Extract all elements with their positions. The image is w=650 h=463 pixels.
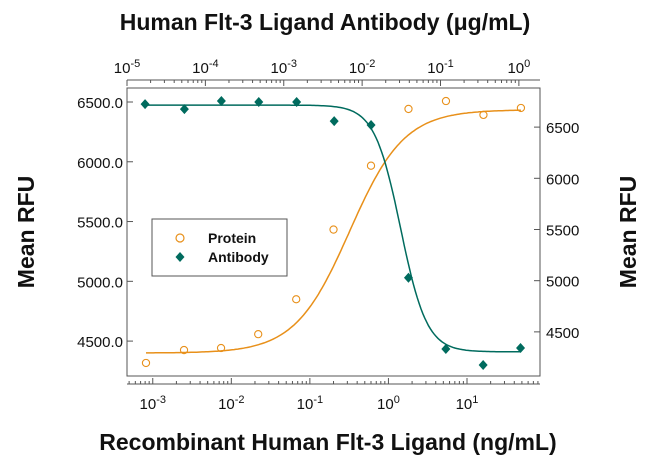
top-axis-tick-label: 10-1 <box>427 58 453 77</box>
right-y-axis-title: Mean RFU <box>615 176 641 288</box>
top-axis-tick-label: 100 <box>507 58 530 77</box>
antibody-data-point <box>329 116 339 127</box>
x-axis-title: Recombinant Human Flt-3 Ligand (ng/mL) <box>99 429 556 455</box>
bottom-axis-tick-label: 10-3 <box>140 394 166 413</box>
antibody-data-point <box>403 272 413 283</box>
right-axis-tick-label: 6000 <box>546 171 579 188</box>
protein-fit-curve <box>146 109 521 354</box>
protein-data-point <box>366 161 376 170</box>
legend-antibody-marker <box>175 252 185 262</box>
legend-protein-label: Protein <box>208 230 256 246</box>
plot-frame <box>126 87 541 377</box>
antibody-data-point <box>254 97 264 108</box>
right-axis-tick-label: 6500 <box>546 120 579 137</box>
right-axis-tick-label: 4500 <box>546 325 579 342</box>
antibody-data-point <box>366 120 376 131</box>
left-y-axis-title: Mean RFU <box>13 176 39 288</box>
antibody-data-point <box>216 96 226 107</box>
protein-data-point <box>441 96 451 106</box>
top-axis-tick-label: 10-5 <box>114 58 140 77</box>
top-axis-tick-label: 10-3 <box>271 58 297 77</box>
top-axis-tick-label: 10-2 <box>349 58 375 77</box>
left-axis-tick-label: 6000.0 <box>77 155 123 172</box>
top-axis-title: Human Flt-3 Ligand Antibody (μg/mL) <box>120 9 531 35</box>
antibody-fit-curve <box>145 104 521 353</box>
antibody-data-point <box>441 343 451 354</box>
right-axis-tick-label: 5000 <box>546 274 579 291</box>
protein-data-point <box>216 343 226 353</box>
legend: Protein Antibody <box>151 218 288 277</box>
left-axis-tick-label: 5500.0 <box>77 215 123 232</box>
bottom-axis-tick-label: 10-1 <box>297 394 323 413</box>
antibody-data-point <box>516 342 526 353</box>
protein-data-point <box>141 358 151 368</box>
bottom-axis-tick-label: 100 <box>377 394 400 413</box>
protein-data-point <box>179 345 189 355</box>
left-axis-tick-label: 6500.0 <box>77 95 123 112</box>
bottom-axis-tick-label: 101 <box>456 394 479 413</box>
protein-data-point <box>479 110 488 120</box>
protein-data-point <box>292 295 301 304</box>
legend-box <box>151 218 288 277</box>
top-axis-tick-label: 10-4 <box>192 58 218 77</box>
right-axis-tick-label: 5500 <box>546 222 579 239</box>
protein-data-point <box>404 104 413 114</box>
legend-protein-marker <box>175 233 185 243</box>
legend-antibody-label: Antibody <box>208 249 269 265</box>
antibody-data-point <box>179 104 189 115</box>
bottom-axis-tick-label: 10-2 <box>218 394 244 413</box>
protein-data-point <box>516 103 526 113</box>
protein-data-point <box>329 225 338 234</box>
protein-data-point <box>254 330 263 339</box>
left-axis-tick-label: 5000.0 <box>77 274 123 291</box>
antibody-data-point <box>140 99 150 110</box>
antibody-data-point <box>292 97 302 108</box>
antibody-data-point <box>478 360 488 371</box>
left-axis-tick-label: 4500.0 <box>77 334 123 351</box>
